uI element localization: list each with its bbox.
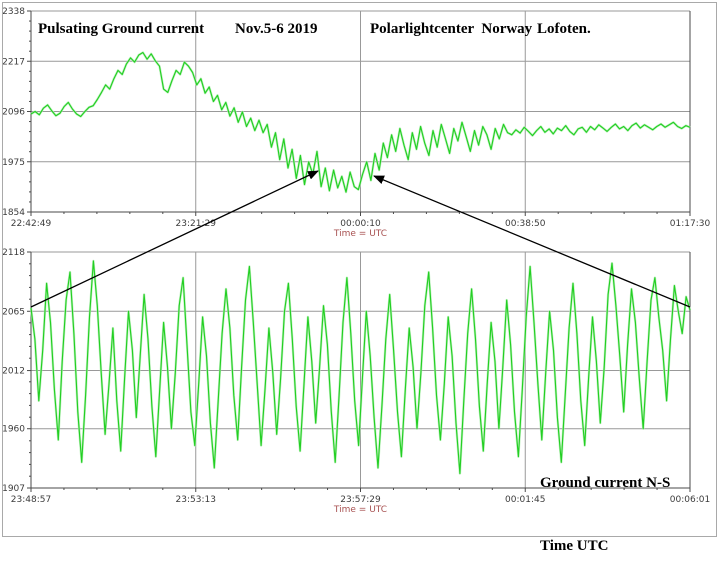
detail-y-tick-label: 2118 xyxy=(2,248,25,258)
overview-time-utc-label: Time = UTC xyxy=(333,229,387,239)
detail-x-tick-label: 23:53:13 xyxy=(176,495,216,505)
overview-title-location: Lofoten. xyxy=(537,21,591,37)
ground-current-detail-trace xyxy=(30,260,691,475)
overview-title-main: Pulsating Ground current xyxy=(38,21,205,37)
overview-y-tick-label: 1854 xyxy=(2,208,25,218)
detail-y-tick-label: 1907 xyxy=(2,484,25,494)
detail-annotation-line1: Ground current N-S xyxy=(540,475,671,491)
detail-annotation: Ground current N-S Time UTC xyxy=(540,431,670,578)
detail-x-tick-label: 00:06:01 xyxy=(670,495,710,505)
overview-x-tick-label: 23:21:29 xyxy=(176,219,217,229)
detail-y-tick-label: 2065 xyxy=(2,307,25,317)
detail-time-utc-label: Time = UTC xyxy=(333,505,387,515)
detail-annotation-line2: Time UTC xyxy=(540,538,609,554)
zoom-arrow-right xyxy=(373,175,691,308)
overview-x-tick-label: 00:00:10 xyxy=(340,219,381,229)
overview-y-tick-label: 2096 xyxy=(2,108,25,118)
overview-y-tick-label: 2217 xyxy=(2,57,25,67)
overview-y-tick-label: 2338 xyxy=(2,7,25,17)
overview-y-tick-label: 1975 xyxy=(2,158,25,168)
overview-x-tick-label: 00:38:50 xyxy=(505,219,546,229)
detail-y-tick-label: 2012 xyxy=(2,367,25,377)
detail-x-tick-label: 00:01:45 xyxy=(505,495,545,505)
overview-x-tick-label: 22:42:49 xyxy=(11,219,52,229)
zoom-arrow-left xyxy=(30,170,319,308)
overview-x-tick-label: 01:17:30 xyxy=(670,219,711,229)
detail-x-tick-label: 23:48:57 xyxy=(11,495,51,505)
detail-x-tick-label: 23:57:29 xyxy=(340,495,381,505)
annotation-arrows xyxy=(30,170,691,308)
detail-y-tick-label: 1960 xyxy=(2,425,25,435)
overview-title-date: Nov.5-6 2019 xyxy=(235,21,318,37)
overview-title-source: Polarlightcenter Norway xyxy=(370,21,533,37)
ground-current-overview-trace xyxy=(30,51,691,193)
